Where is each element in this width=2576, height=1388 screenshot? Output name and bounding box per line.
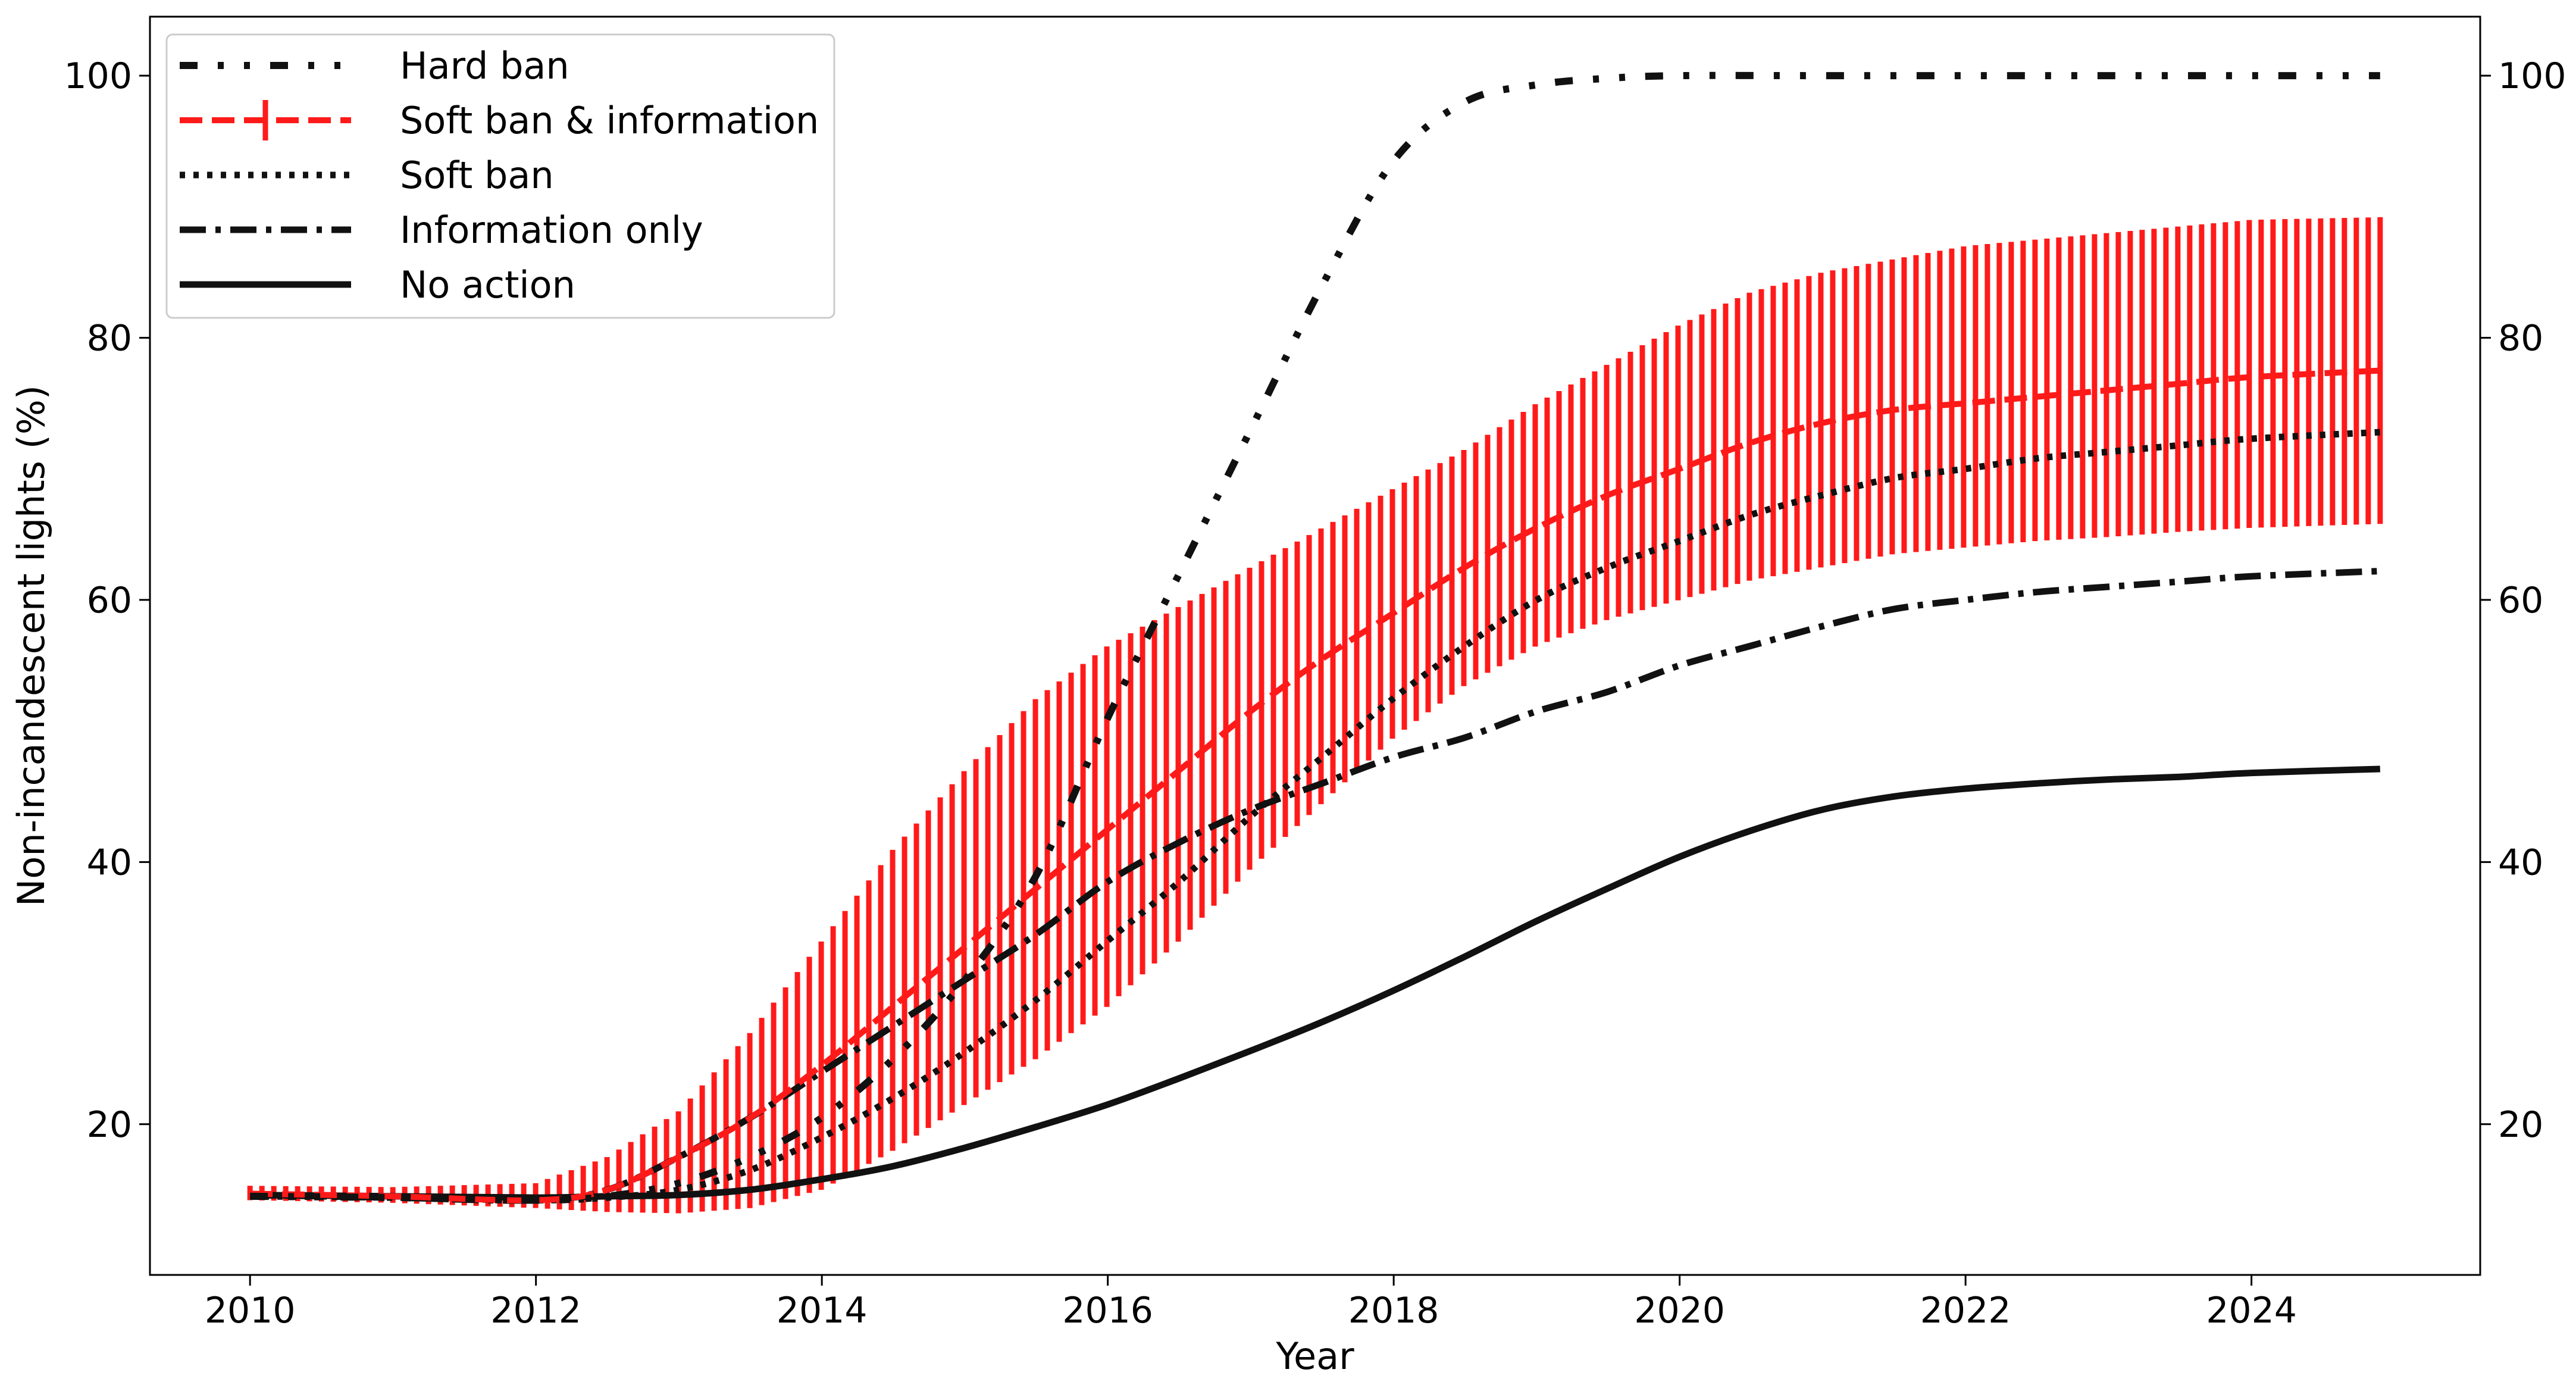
x-tick-label: 2020	[1634, 1290, 1725, 1331]
y-tick-label: 80	[87, 318, 132, 359]
legend-box	[165, 33, 835, 319]
x-axis-label: Year	[1275, 1334, 1354, 1378]
y-tick-label: 20	[87, 1104, 132, 1146]
y-tick-label: 40	[87, 842, 132, 883]
series-line-soft-ban	[250, 429, 2381, 1204]
plot-frame	[149, 15, 2481, 1276]
y-right-tick-label: 60	[2498, 580, 2543, 621]
x-tick-label: 2018	[1348, 1290, 1439, 1331]
x-tick-label: 2012	[490, 1290, 581, 1331]
legend-label: Hard ban	[400, 44, 569, 87]
legend-label: Soft ban & information	[400, 99, 819, 142]
legend-label: Information only	[400, 208, 703, 252]
y-right-tick-label: 100	[2498, 55, 2566, 97]
y-axis-label: Non-incandescent lights (%)	[10, 385, 53, 906]
x-axis: 2010 2012 2014 2016 2018 2020 2022 2024	[205, 1275, 2297, 1331]
y-tick-label: 60	[87, 580, 132, 621]
errorbar-layer	[247, 217, 2383, 1214]
series-line-hard-ban	[250, 71, 2380, 1204]
x-tick-label: 2014	[777, 1290, 868, 1331]
x-tick-label: 2024	[2206, 1290, 2297, 1331]
x-tick-label: 2022	[1920, 1290, 2011, 1331]
y-right-tick-label: 20	[2498, 1104, 2543, 1146]
y-right-tick-label: 80	[2498, 318, 2543, 359]
y-tick-label: 100	[64, 55, 132, 97]
legend-label: No action	[400, 263, 575, 307]
x-tick-label: 2016	[1062, 1290, 1153, 1331]
y-axis-left: 20 40 60 80 100	[64, 55, 150, 1146]
legend: Hard ban Soft ban & information Soft ban In…	[165, 33, 835, 319]
x-tick-label: 2010	[205, 1290, 296, 1331]
series-layer	[250, 71, 2381, 1204]
series-line-information-only	[250, 568, 2381, 1204]
series-line-no-action	[250, 765, 2380, 1201]
y-axis-right: 20 40 60 80 100	[2480, 55, 2566, 1146]
series-line-soft-ban-information	[250, 367, 2381, 1203]
legend-label: Soft ban	[400, 154, 554, 197]
y-right-tick-label: 40	[2498, 842, 2543, 883]
